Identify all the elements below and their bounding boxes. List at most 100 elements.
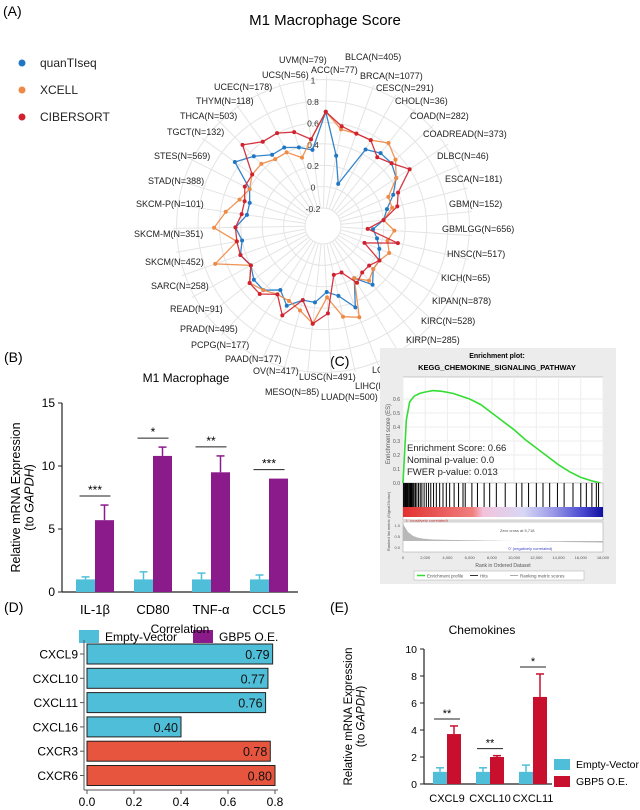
data-point	[354, 131, 359, 136]
grid-spoke	[328, 85, 375, 210]
y-tick-label: 10	[42, 459, 56, 473]
data-point	[247, 186, 252, 191]
data-point	[362, 240, 367, 245]
metric-y-label: Ranked list metric (Signal2Noise)	[386, 491, 391, 551]
data-point	[260, 139, 265, 144]
y-axis-label: Enrichment score (ES)	[386, 404, 392, 464]
data-point	[384, 207, 389, 212]
bar-cxcr3	[86, 740, 271, 762]
grid-spoke	[339, 232, 462, 283]
legend-label: Hits	[480, 574, 488, 579]
bar-empty-vector	[250, 579, 269, 592]
chart-title: M1 Macrophage Score	[249, 12, 401, 29]
data-point	[385, 238, 390, 243]
data-point	[213, 261, 218, 266]
bar-empty-vector	[192, 579, 211, 592]
y-label-prefix: (to	[356, 731, 368, 748]
stat-text: FWER p-value: 0.013	[407, 467, 498, 478]
grid-spoke	[326, 243, 356, 373]
category-label: KICH(N=65)	[441, 273, 490, 283]
x-axis-label: Rank in Ordered Dataset	[475, 563, 531, 569]
grid-spoke	[217, 119, 311, 214]
ranking-color-band	[403, 507, 603, 517]
data-point	[367, 278, 372, 283]
y-tick-label: 8	[411, 671, 417, 683]
data-point	[336, 181, 341, 186]
data-point	[247, 280, 252, 285]
data-point	[392, 228, 397, 233]
y-label-gene: GAPDH	[356, 689, 368, 731]
x-tick-label: 0.4	[173, 795, 190, 809]
data-point	[323, 109, 328, 114]
bar-gbp5	[211, 472, 230, 592]
m1-macrophage-bar-chart: M1 Macrophage 0 5 10 15 Relative mRNA Express…	[9, 371, 298, 644]
grid-spoke	[325, 78, 352, 209]
legend-label: XCELL	[40, 83, 78, 97]
data-point	[375, 236, 380, 241]
chart-title: M1 Macrophage	[143, 371, 230, 385]
radar-chart: M1 Macrophage Score ACC(N=77) BLCA(N=405) B…	[18, 12, 514, 402]
category-label: LUAD(N=500)	[321, 392, 378, 402]
category-label: BRCA(N=1077)	[360, 71, 423, 81]
chart-title: Chemokines	[449, 623, 516, 637]
data-point	[331, 272, 336, 277]
grid-spoke	[340, 187, 468, 222]
significance-stars: ***	[88, 483, 102, 497]
category-label: COADREAD(N=373)	[423, 129, 507, 139]
data-point	[396, 190, 401, 195]
data-point	[310, 321, 315, 326]
y-tick-label: 0.0	[393, 481, 400, 487]
bar-gbp5	[447, 734, 461, 784]
legend-box	[413, 570, 585, 581]
grid-spoke	[329, 242, 379, 366]
data-point	[296, 145, 301, 150]
grid-spoke	[204, 236, 310, 319]
grid-ring	[197, 100, 449, 352]
significance-stars: **	[443, 708, 452, 720]
x-tick-label: 0.6	[220, 795, 237, 809]
category-label: COAD(N=282)	[410, 111, 469, 121]
radial-tick-label: -0.2	[306, 204, 321, 214]
category-label: CXCL10	[469, 793, 511, 805]
panel-label-b: (B)	[4, 349, 23, 365]
category-label: PRAD(N=495)	[180, 324, 238, 334]
legend-label: Empty-Vector	[576, 759, 640, 771]
category-label: BLCA(N=405)	[345, 52, 401, 62]
data-point	[278, 287, 283, 292]
data-point	[386, 194, 391, 199]
data-point	[284, 150, 289, 155]
metric-tick-label: 1.0	[394, 523, 400, 528]
category-label: UCEC(N=178)	[214, 82, 272, 92]
y-tick-label: 4	[411, 725, 417, 737]
chart-title: Correlation	[151, 622, 210, 636]
grid-spoke	[340, 229, 469, 260]
x-tick-label: 0.8	[267, 795, 284, 809]
data-point	[324, 290, 329, 295]
category-label: TGCT(N=132)	[167, 127, 224, 137]
bar-cxcl10	[86, 667, 269, 689]
bar-gbp5	[269, 478, 288, 592]
data-point	[339, 124, 344, 129]
data-point	[378, 151, 383, 156]
legend-marker	[18, 86, 26, 94]
data-point	[334, 153, 339, 158]
category-label: SKCM-P(N=101)	[136, 199, 204, 209]
category-label: UCS(N=56)	[262, 70, 309, 80]
bar-cxcl9	[86, 643, 274, 665]
legend-swatch	[554, 776, 570, 787]
panel-label-a: (A)	[3, 3, 22, 19]
pathway-title: KEGG_CHEMOKINE_SIGNALING_PATHWAY	[418, 363, 576, 372]
data-point	[251, 154, 256, 159]
legend-label: GBP5 O.E.	[219, 630, 278, 644]
category-label: CXCR3	[37, 745, 78, 759]
y-tick-label: 0.3	[393, 439, 400, 445]
data-point	[395, 204, 400, 209]
grid-ring	[176, 79, 470, 373]
gsea-enrichment-plot: Enrichment plot: KEGG_CHEMOKINE_SIGNALING…	[380, 348, 616, 584]
data-point	[300, 155, 305, 160]
data-point	[360, 270, 365, 275]
grid-spoke	[338, 234, 451, 305]
radial-tick-label: 0	[311, 183, 316, 193]
data-point	[386, 141, 391, 146]
data-point	[357, 315, 362, 320]
